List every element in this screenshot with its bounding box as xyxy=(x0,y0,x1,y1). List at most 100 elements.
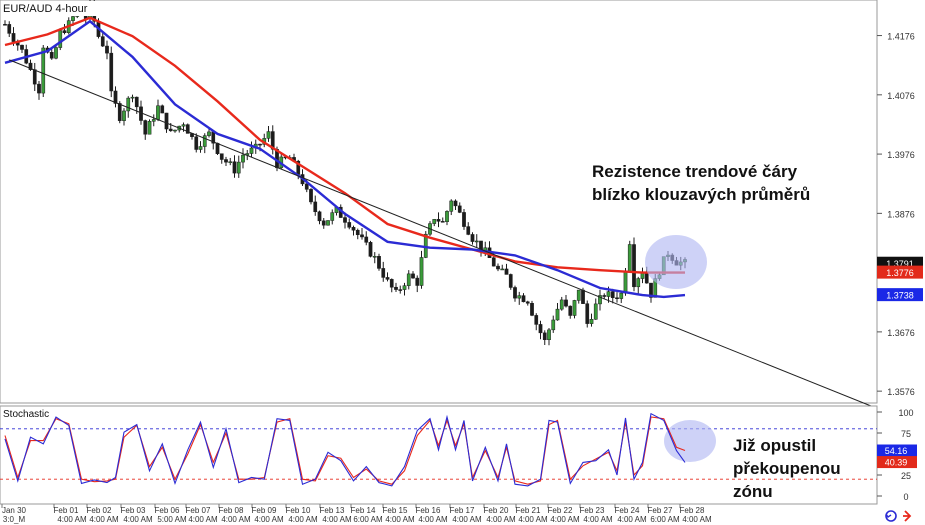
annotation-stoch-line1: Již opustil xyxy=(733,436,816,455)
candle-body xyxy=(156,105,160,120)
candle-body xyxy=(619,292,624,299)
stochastic-tick-label: 25 xyxy=(901,471,911,481)
candle-body xyxy=(521,295,526,303)
candle-body xyxy=(406,273,411,286)
candle-body xyxy=(517,295,522,299)
time-label-date: Feb 09 xyxy=(252,506,277,515)
annotation-main-line2: blízko klouzavých průměrů xyxy=(592,185,810,204)
stochastic-k-line xyxy=(4,412,686,487)
candle-body xyxy=(113,90,118,104)
candle-body xyxy=(402,285,407,290)
candle-body xyxy=(54,47,58,59)
candle-body xyxy=(20,44,24,50)
candle-body xyxy=(109,52,114,92)
candle-body xyxy=(636,278,641,288)
stochastic-tag-text: 54.16 xyxy=(885,446,908,456)
time-label-hour: 4:00 AM xyxy=(89,515,119,524)
candle-body xyxy=(313,201,318,213)
time-label-date: Feb 27 xyxy=(648,506,673,515)
candle-body xyxy=(258,143,262,146)
candle-body xyxy=(623,270,628,294)
candle-body xyxy=(219,153,224,160)
candle-body xyxy=(598,295,602,305)
time-label-date: Feb 24 xyxy=(615,506,640,515)
candle-body xyxy=(11,33,16,42)
candle-body xyxy=(3,24,7,26)
price-tag-text: 1.3791 xyxy=(886,259,914,269)
candle-body xyxy=(304,183,309,190)
time-label-date: Feb 10 xyxy=(286,506,311,515)
candle-body xyxy=(185,124,190,134)
candle-body xyxy=(538,324,543,334)
candle-body xyxy=(385,277,390,280)
candle-body xyxy=(466,226,471,235)
time-label-date: Feb 01 xyxy=(54,506,79,515)
candle-body xyxy=(355,229,360,236)
candle-body xyxy=(644,272,649,284)
candle-body xyxy=(164,112,169,130)
price-tag-ma_blue xyxy=(877,288,923,302)
candle-body xyxy=(470,234,475,242)
candle-body xyxy=(649,282,653,298)
candle-body xyxy=(589,319,594,324)
price-axis: 1.4176 1.4076 1.3976 1.3876 1.3776 1.3676 1.35… xyxy=(877,32,915,397)
stochastic-tick-label: 100 xyxy=(898,408,913,418)
resistance-highlight xyxy=(645,235,707,289)
candle-body xyxy=(513,287,517,299)
candle-body xyxy=(559,299,564,310)
candle-body xyxy=(151,119,156,122)
price-panel: 1.4176 1.4076 1.3976 1.3876 1.3776 1.3676 1.35… xyxy=(0,0,923,407)
candle-body xyxy=(602,295,607,297)
candle-body xyxy=(143,120,148,135)
candle-body xyxy=(364,236,369,243)
candle-body xyxy=(551,319,556,331)
candle-body xyxy=(445,211,449,223)
time-label-hour: 4:00 AM xyxy=(288,515,318,524)
candle-body xyxy=(453,200,458,207)
candle-body xyxy=(194,136,199,150)
arrow-icon[interactable] xyxy=(903,510,912,522)
candle-body xyxy=(7,24,12,34)
time-label-date: Feb 16 xyxy=(416,506,441,515)
candle-body xyxy=(377,256,381,269)
candle-body xyxy=(568,305,573,316)
candle-body xyxy=(173,129,177,132)
price-tick-label: 1.4076 xyxy=(887,91,915,101)
price-plot-area[interactable] xyxy=(0,0,878,404)
time-label-hour: 4:00 AM xyxy=(518,515,548,524)
candle-body xyxy=(572,300,577,316)
candle-body xyxy=(547,329,551,340)
candle-body xyxy=(411,273,415,279)
candle-body xyxy=(207,131,211,136)
candle-body xyxy=(62,30,67,33)
price-tick-label: 1.4176 xyxy=(887,32,915,42)
candle-body xyxy=(249,147,254,154)
trendline[interactable] xyxy=(9,59,872,407)
candle-body xyxy=(555,308,560,321)
time-label-hour: 5:00 AM xyxy=(157,515,187,524)
time-label-hour: 4:00 AM xyxy=(254,515,284,524)
candle-body xyxy=(449,200,454,212)
candle-body xyxy=(398,289,403,291)
candle-body xyxy=(610,291,615,298)
candle-body xyxy=(147,121,152,135)
candle-body xyxy=(202,135,207,147)
sync-icon[interactable] xyxy=(885,510,897,522)
candle-body xyxy=(440,221,445,223)
time-label-hour: 4:00 AM xyxy=(682,515,712,524)
time-axis[interactable]: Jan 30 Feb 01 Feb 02 Feb 03 Feb 06 Feb 07 Feb … xyxy=(1,504,712,524)
candle-body xyxy=(360,234,364,238)
candle-body xyxy=(593,303,598,320)
time-label-date: Feb 17 xyxy=(450,506,475,515)
time-label-date: Feb 15 xyxy=(383,506,408,515)
stochastic-highlight xyxy=(664,420,716,462)
annotation-stoch-line2: překoupenou xyxy=(733,459,841,478)
time-label-date: Feb 13 xyxy=(320,506,345,515)
price-tag-ma_red xyxy=(877,265,923,279)
time-label-date: Feb 23 xyxy=(580,506,605,515)
candle-body xyxy=(534,315,539,325)
time-label-hour: 4:00 AM xyxy=(617,515,647,524)
candle-body xyxy=(351,227,356,231)
candle-body xyxy=(160,105,165,114)
annotation-main-line1: Rezistence trendové čáry xyxy=(592,162,798,181)
